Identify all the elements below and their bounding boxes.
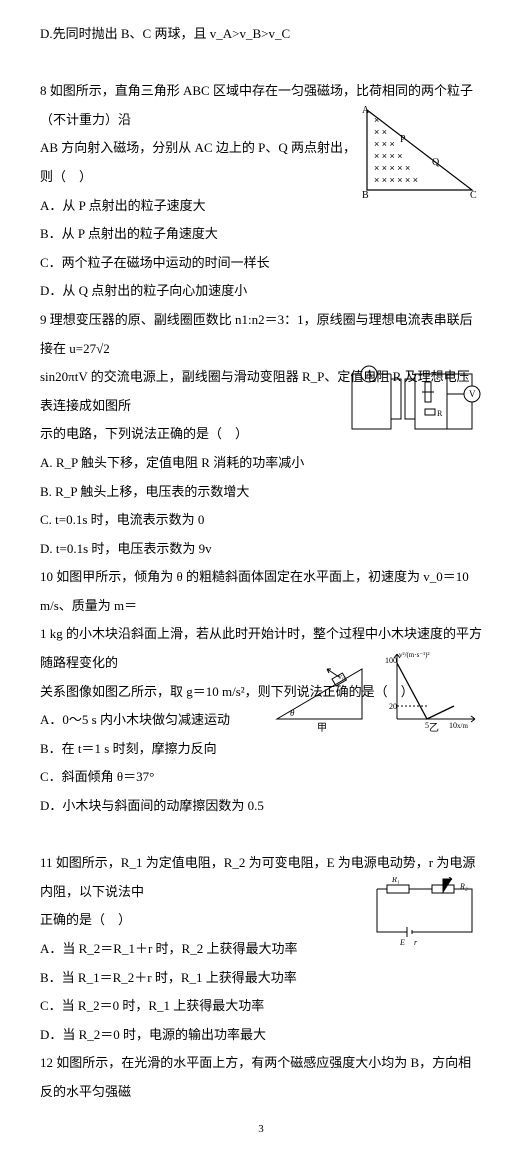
q10-d: D．小木块与斜面间的动摩擦因数为 0.5 [40, 792, 360, 821]
svg-text:10: 10 [449, 721, 457, 730]
svg-text:C: C [470, 190, 477, 200]
svg-text:A: A [366, 369, 373, 379]
svg-text:× × × ×: × × × × [374, 151, 403, 161]
svg-text:× × × × ×: × × × × × [374, 163, 410, 173]
svg-text:x/m: x/m [457, 722, 468, 730]
q11-d: D．当 R_2＝0 时，电源的输出功率最大 [40, 1021, 360, 1050]
q9-b: B. R_P 触头上移，电压表的示数增大 [40, 478, 360, 507]
svg-text:R: R [437, 409, 443, 418]
svg-text:v₀: v₀ [338, 672, 345, 681]
q11-a: A．当 R_2＝R_1＋r 时，R_2 上获得最大功率 [40, 935, 360, 964]
q11-b: B．当 R_1＝R_2＋r 时，R_1 上获得最大功率 [40, 964, 360, 993]
svg-text:Q: Q [432, 157, 440, 168]
option-d-intro: D.先同时抛出 B、C 两球，且 v_A>v_B>v_C [40, 20, 482, 49]
q9-d: D. t=0.1s 时，电压表示数为 9v [40, 535, 360, 564]
q8-stem-2: AB 方向射入磁场，分别从 AC 边上的 P、Q 两点射出，则（ ） [40, 134, 360, 191]
q10-a: A．0～5 s 内小木块做匀减速运动 [40, 706, 360, 735]
q10-b: B．在 t＝1 s 时刻，摩擦力反向 [40, 735, 360, 764]
svg-text:× × × × × ×: × × × × × × [374, 175, 418, 185]
q9-c: C. t=0.1s 时，电流表示数为 0 [40, 506, 360, 535]
q9-a: A. R_P 触头下移，定值电阻 R 消耗的功率减小 [40, 449, 360, 478]
svg-text:×: × [374, 115, 379, 125]
svg-text:P: P [400, 134, 406, 145]
q8-d: D．从 Q 点射出的粒子向心加速度小 [40, 277, 360, 306]
q11-stem-2: 正确的是（ ） [40, 906, 360, 935]
blank [40, 821, 482, 850]
svg-text:E: E [399, 938, 405, 947]
q11-c: C．当 R_2＝0 时，R_1 上获得最大功率 [40, 992, 360, 1021]
blank [40, 49, 482, 78]
q8-a: A．从 P 点射出的粒子速度大 [40, 192, 360, 221]
q10-stem-1: 10 如图甲所示，倾角为 θ 的粗糙斜面体固定在水平面上，初速度为 v_0＝10… [40, 563, 482, 620]
svg-text:r: r [414, 938, 418, 947]
page-number: 3 [40, 1117, 482, 1141]
svg-text:R₁: R₁ [391, 877, 400, 884]
svg-text:× × ×: × × × [374, 139, 395, 149]
svg-text:V: V [469, 389, 476, 399]
q8-c: C．两个粒子在磁场中运动的时间一样长 [40, 249, 360, 278]
q9-diagram: A V R [347, 364, 482, 444]
svg-text:B: B [362, 190, 369, 200]
q8-b: B．从 P 点射出的粒子角速度大 [40, 220, 360, 249]
svg-text:20: 20 [389, 702, 397, 711]
svg-text:A: A [362, 105, 370, 116]
svg-text:乙: 乙 [429, 722, 439, 734]
q12-stem: 12 如图所示，在光滑的水平面上方，有两个磁感应强度大小均为 B，方向相反的水平… [40, 1049, 482, 1106]
svg-text:× ×: × × [374, 127, 387, 137]
q8-diagram: A B C P Q × × × × × × × × × × × × × × × × ×… [362, 105, 482, 200]
svg-text:v²/(m·s⁻¹)²: v²/(m·s⁻¹)² [399, 651, 430, 659]
q9-stem-3: 示的电路，下列说法正确的是（ ） [40, 420, 360, 449]
svg-text:100: 100 [385, 656, 397, 665]
q10-c: C．斜面倾角 θ＝37° [40, 763, 360, 792]
svg-text:R₂: R₂ [459, 882, 468, 891]
q9-stem-1: 9 理想变压器的原、副线圈匝数比 n1:n2＝3：1，原线圈与理想电流表串联后接… [40, 306, 482, 363]
q11-diagram: R₁ R₂ E r [372, 877, 482, 947]
